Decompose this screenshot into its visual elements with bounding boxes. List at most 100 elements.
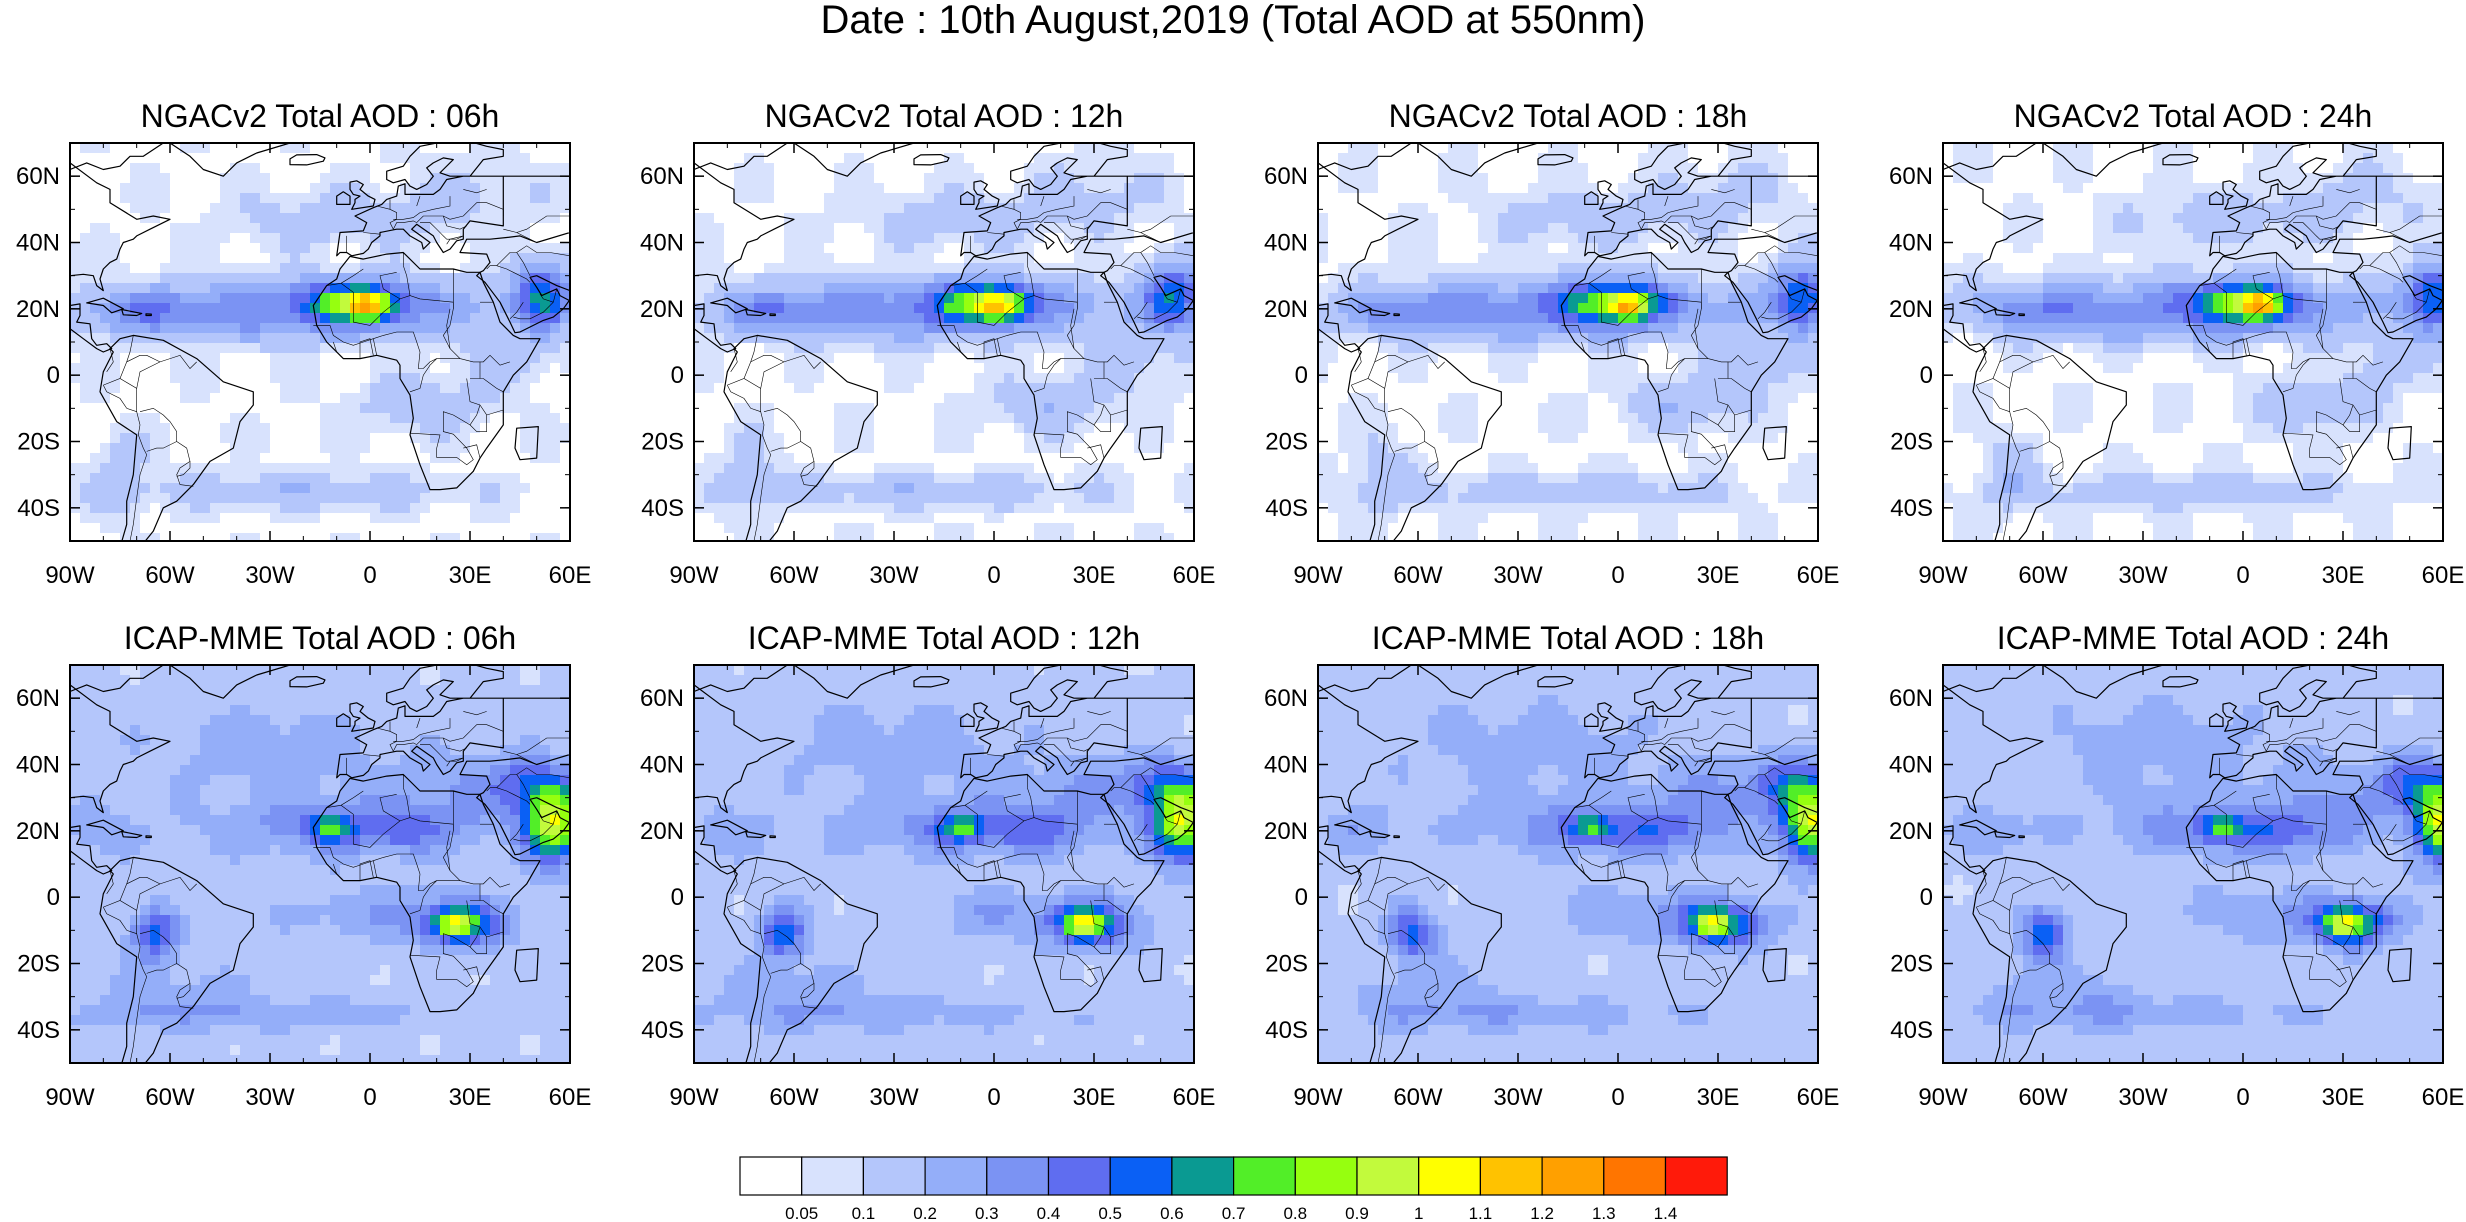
country-border xyxy=(2289,202,2377,223)
coastline xyxy=(2222,180,2249,210)
coastline xyxy=(1415,544,1425,548)
colorbar-label: 0.8 xyxy=(1283,1204,1307,1222)
coastline xyxy=(1537,154,1574,166)
lat-tick-label: 20N xyxy=(1264,818,1308,845)
lat-tick-label: 20N xyxy=(16,296,60,323)
coastline xyxy=(745,830,767,839)
country-border xyxy=(2282,900,2360,988)
colorbar-swatch xyxy=(1232,1156,1296,1196)
map-axes: 60N 40N 20N 0 20S 40S 90W 60W 30W 0 30E 60E xyxy=(1264,142,1839,589)
coastline xyxy=(1138,948,1163,983)
coastline xyxy=(2162,154,2199,166)
colorbar-swatch xyxy=(1664,1156,1728,1196)
coastline xyxy=(70,825,113,875)
country-border xyxy=(1999,877,2034,885)
coastline xyxy=(2040,1066,2050,1070)
panel-title: NGACv2 Total AOD : 06h xyxy=(141,98,500,134)
country-border xyxy=(1651,787,1659,818)
country-border xyxy=(313,847,460,891)
coastline xyxy=(1393,313,1400,317)
country-border xyxy=(1377,388,1396,541)
country-border xyxy=(1110,252,1155,276)
country-border xyxy=(1387,929,1425,974)
country-border xyxy=(106,870,114,894)
coastline xyxy=(2040,544,2050,548)
coastline xyxy=(70,665,164,693)
coastline xyxy=(2209,665,2443,856)
lat-tick-label: 40S xyxy=(641,1017,684,1044)
coastline xyxy=(1943,665,2044,814)
lon-tick-label: 30W xyxy=(245,1084,295,1111)
borders xyxy=(103,711,570,1063)
country-border xyxy=(2246,338,2250,356)
country-border xyxy=(2249,727,2270,752)
coastline xyxy=(694,665,795,814)
colorbar-swatch xyxy=(1171,1156,1235,1196)
coastline xyxy=(791,1066,801,1070)
coastline xyxy=(1584,665,1818,856)
country-border xyxy=(1764,767,1818,779)
country-border xyxy=(1757,824,1772,842)
country-border xyxy=(379,794,401,822)
country-border xyxy=(1624,205,1645,230)
map-panel: NGACv2 Total AOD : 12h 60N 40N 20N 0 20S 40S 90… xyxy=(640,98,1215,589)
country-border xyxy=(359,338,374,359)
lat-tick-label: 40N xyxy=(16,230,60,257)
coastline xyxy=(1959,297,1997,314)
borders xyxy=(1351,711,1818,1063)
country-border xyxy=(1067,215,1091,230)
lat-tick-label: 40N xyxy=(16,752,60,779)
lat-tick-label: 60N xyxy=(640,163,684,190)
country-border xyxy=(1127,228,1161,243)
country-border xyxy=(1611,232,1629,235)
country-border xyxy=(1094,378,1128,393)
coastline xyxy=(1318,303,1361,353)
coastline xyxy=(70,143,164,171)
country-border xyxy=(1087,966,1105,981)
coastline xyxy=(2222,702,2249,732)
lat-tick-label: 60N xyxy=(1264,163,1308,190)
colorbar-swatch xyxy=(1479,1156,1543,1196)
lat-tick-label: 20S xyxy=(1265,429,1308,456)
country-border xyxy=(2343,378,2377,393)
country-border xyxy=(516,767,570,779)
coastline xyxy=(2018,835,2025,839)
coastline xyxy=(2209,191,2224,205)
lat-tick-label: 20S xyxy=(641,429,684,456)
country-border xyxy=(470,900,504,915)
country-border xyxy=(2319,830,2324,871)
country-border xyxy=(957,863,968,881)
country-border xyxy=(416,202,504,223)
country-border xyxy=(2389,215,2443,233)
country-border xyxy=(1581,341,1592,359)
country-border xyxy=(443,737,467,752)
colorbar-swatch xyxy=(1294,1156,1358,1196)
country-border xyxy=(1787,815,1802,825)
map-axes: 60N 40N 20N 0 20S 40S 90W 60W 30W 0 30E 60E xyxy=(1889,142,2464,589)
country-border xyxy=(463,444,481,459)
country-border xyxy=(964,757,971,775)
panel-title: NGACv2 Total AOD : 24h xyxy=(2014,98,2373,134)
coastline xyxy=(1762,948,1787,983)
country-border xyxy=(2342,404,2354,426)
country-border xyxy=(2206,341,2217,359)
lon-tick-label: 60W xyxy=(769,1084,819,1111)
country-border xyxy=(516,737,570,755)
coastline xyxy=(791,544,801,548)
lon-tick-label: 0 xyxy=(1611,1084,1624,1111)
country-border xyxy=(2336,711,2360,716)
country-border xyxy=(750,355,785,363)
coastline xyxy=(1597,180,1624,210)
country-border xyxy=(1120,787,1155,805)
country-border xyxy=(2049,983,2064,999)
lat-tick-label: 40N xyxy=(1264,752,1308,779)
country-border xyxy=(126,877,161,885)
country-border xyxy=(2289,196,2294,207)
country-border xyxy=(2276,787,2284,818)
country-border xyxy=(2012,929,2050,974)
country-border xyxy=(1070,757,1088,767)
country-border xyxy=(1033,378,1111,466)
lon-tick-label: 0 xyxy=(1611,562,1624,589)
country-border xyxy=(486,252,531,276)
country-border xyxy=(509,302,524,320)
